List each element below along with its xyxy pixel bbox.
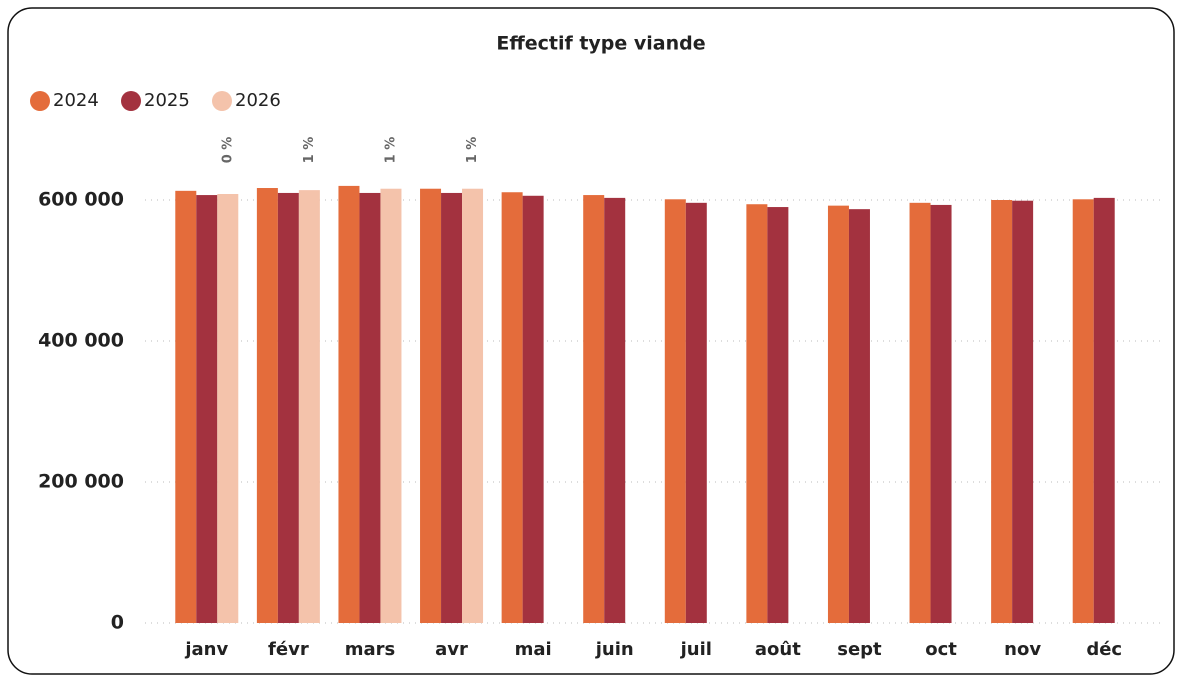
bar	[441, 192, 463, 623]
x-tick-label: avr	[435, 639, 468, 660]
x-tick-label: nov	[1004, 639, 1041, 660]
bar	[685, 202, 707, 623]
bar	[1012, 200, 1034, 623]
bar	[217, 194, 239, 623]
legend-label: 2025	[144, 90, 190, 111]
bar	[930, 204, 952, 623]
change-label: 1 %	[465, 137, 480, 164]
bar	[338, 185, 360, 623]
bar	[1072, 199, 1094, 624]
bar	[767, 207, 789, 624]
x-tick-label: juil	[680, 639, 712, 660]
bar	[664, 199, 686, 624]
bar	[298, 190, 320, 623]
bar	[196, 195, 218, 623]
x-tick-label: sept	[837, 639, 882, 660]
bar	[827, 205, 849, 623]
bar	[501, 192, 523, 623]
bar	[277, 192, 299, 623]
x-tick-label: août	[755, 639, 801, 660]
y-tick-label: 200 000	[38, 471, 124, 493]
legend-label: 2024	[53, 90, 99, 111]
x-tick-label: févr	[268, 639, 309, 660]
bar	[991, 200, 1013, 623]
y-tick-label: 400 000	[38, 330, 124, 352]
bar	[420, 188, 442, 623]
x-tick-label: juin	[595, 639, 634, 660]
x-tick-label: oct	[925, 639, 957, 660]
legend-label: 2026	[235, 90, 281, 111]
bar	[359, 192, 381, 623]
bar	[746, 204, 768, 624]
bar	[848, 209, 870, 624]
bar	[462, 188, 484, 623]
bar	[583, 195, 605, 623]
y-tick-label: 0	[111, 612, 124, 634]
legend-marker	[212, 91, 232, 111]
bar	[604, 197, 626, 623]
x-tick-label: janv	[184, 639, 228, 660]
change-label: 1 %	[383, 137, 398, 164]
bar	[175, 190, 197, 623]
change-label: 0 %	[220, 137, 235, 164]
legend-marker	[30, 91, 50, 111]
chart-title: Effectif type viande	[496, 33, 705, 55]
change-label: 1 %	[302, 137, 317, 164]
x-tick-label: mars	[345, 639, 396, 660]
y-tick-label: 600 000	[38, 189, 124, 211]
x-tick-label: déc	[1086, 639, 1122, 660]
legend-marker	[121, 91, 141, 111]
bar	[256, 188, 278, 623]
bar	[909, 202, 931, 623]
bar	[380, 188, 402, 623]
bar	[522, 195, 544, 623]
bar	[1093, 197, 1115, 623]
x-tick-label: mai	[515, 639, 552, 660]
